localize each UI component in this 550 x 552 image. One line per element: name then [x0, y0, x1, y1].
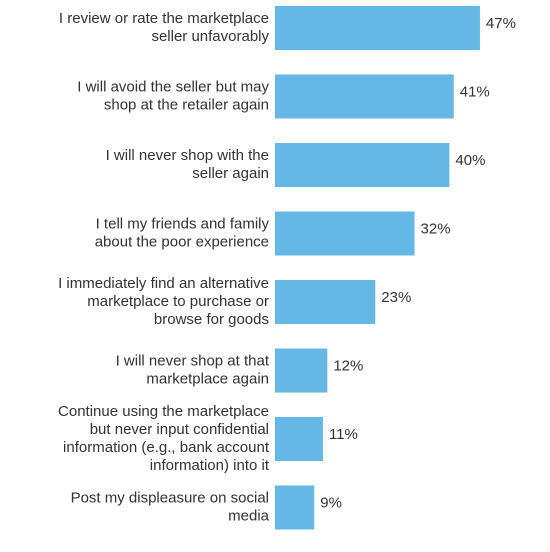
category-label: I tell my friends and family: [96, 215, 270, 232]
category-label: I immediately find an alternative: [58, 275, 269, 292]
category-label: seller again: [192, 165, 269, 182]
value-label: 41%: [460, 83, 490, 100]
category-label: marketplace again: [146, 370, 269, 387]
category-label: shop at the retailer again: [104, 96, 269, 113]
value-label: 11%: [329, 426, 358, 443]
bar: [275, 6, 480, 50]
category-label: browse for goods: [154, 311, 269, 328]
bar: [275, 417, 323, 461]
category-label: about the poor experience: [95, 233, 269, 250]
bar: [275, 143, 450, 187]
category-label: I review or rate the marketplace: [59, 10, 269, 27]
category-label: I will avoid the seller but may: [77, 78, 269, 95]
category-label: I will never shop at that: [116, 352, 270, 369]
category-label: Continue using the marketplace: [58, 403, 269, 420]
value-label: 40%: [455, 152, 485, 169]
category-label: media: [228, 507, 270, 524]
bar: [275, 280, 376, 324]
category-label: seller unfavorably: [151, 28, 269, 45]
category-label: I will never shop with the: [106, 147, 269, 164]
category-label: but never input confidential: [90, 421, 269, 438]
category-label: Post my displeasure on social: [71, 489, 269, 506]
bar: [275, 485, 315, 530]
bar: [275, 348, 328, 393]
bar: [275, 211, 415, 256]
bar: [275, 74, 454, 119]
value-label: 9%: [320, 494, 342, 511]
value-label: 23%: [381, 289, 411, 306]
category-label: information (e.g., bank account: [63, 439, 270, 456]
value-label: 47%: [486, 15, 516, 32]
category-label: information) into it: [150, 457, 270, 474]
value-label: 32%: [421, 220, 451, 237]
value-label: 12%: [333, 357, 363, 374]
category-label: marketplace to purchase or: [87, 293, 269, 310]
